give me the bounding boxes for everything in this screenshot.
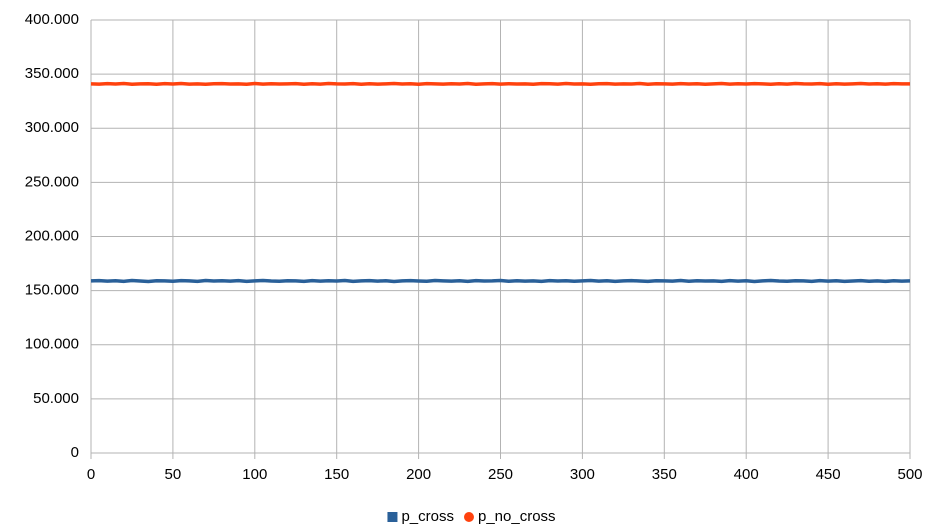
x-tick-label: 350 <box>652 466 677 483</box>
legend-label: p_no_cross <box>478 508 556 525</box>
legend-marker <box>387 512 398 522</box>
x-tick-label: 300 <box>570 466 595 483</box>
y-tick-label: 100.000 <box>25 336 79 353</box>
y-tick-label: 200.000 <box>25 227 79 244</box>
series-line <box>90 278 911 284</box>
y-tick-label: 300.000 <box>25 119 79 136</box>
x-tick-label: 250 <box>488 466 513 483</box>
x-tick-label: 200 <box>406 466 431 483</box>
y-tick-label: 50.000 <box>33 390 79 407</box>
y-tick-label: 0 <box>71 444 79 461</box>
series-line <box>90 81 910 87</box>
legend-marker <box>463 512 474 522</box>
y-tick-label: 350.000 <box>25 65 79 82</box>
x-tick-label: 400 <box>734 466 759 483</box>
legend-label: p_cross <box>401 508 454 525</box>
x-tick-label: 100 <box>242 466 267 483</box>
x-tick-label: 0 <box>87 466 95 483</box>
x-tick-label: 50 <box>165 466 182 483</box>
x-tick-label: 450 <box>816 466 841 483</box>
y-tick-label: 250.000 <box>25 173 79 190</box>
x-tick-label: 500 <box>897 466 922 483</box>
y-tick-label: 400.000 <box>25 11 79 28</box>
x-tick-label: 150 <box>324 466 349 483</box>
legend: p_cross p_no_cross <box>387 508 556 525</box>
y-tick-label: 150.000 <box>25 282 79 299</box>
